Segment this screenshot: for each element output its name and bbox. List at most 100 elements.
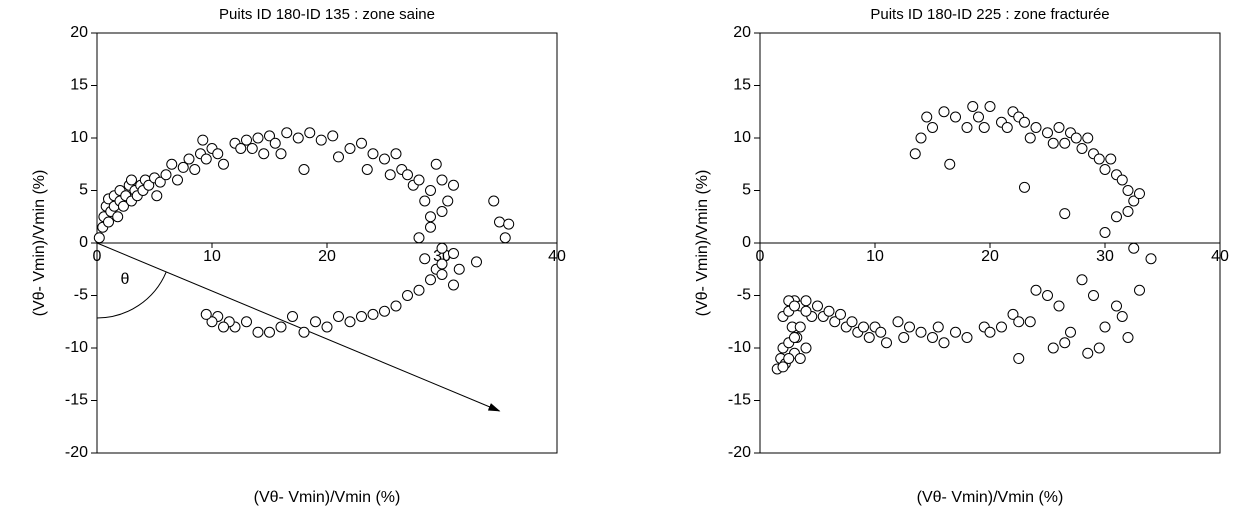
- data-point: [1047, 342, 1059, 354]
- data-point: [287, 311, 298, 322]
- data-point: [1099, 164, 1111, 175]
- data-point: [800, 305, 812, 317]
- data-point: [436, 206, 448, 217]
- data-point: [143, 179, 155, 191]
- x-tick-label: 0: [756, 248, 765, 265]
- data-point: [448, 248, 459, 259]
- data-point: [863, 332, 875, 343]
- data-point: [448, 279, 459, 291]
- data-point: [235, 143, 247, 154]
- data-point: [442, 195, 454, 207]
- data-point: [892, 316, 904, 328]
- data-point: [1001, 122, 1013, 133]
- data-point: [1128, 242, 1140, 254]
- data-point: [419, 195, 431, 207]
- x-tick-label: 20: [981, 248, 999, 265]
- data-point: [1099, 227, 1111, 238]
- data-point: [264, 130, 275, 142]
- data-point: [436, 174, 448, 186]
- data-point: [1007, 308, 1019, 320]
- data-point: [177, 161, 189, 173]
- data-point: [1042, 127, 1053, 139]
- data-point: [315, 134, 327, 146]
- data-point: [151, 190, 163, 202]
- data-point: [281, 127, 293, 139]
- data-point: [1134, 188, 1145, 200]
- data-point: [367, 308, 379, 320]
- data-point: [241, 316, 252, 328]
- chart-panel: Puits ID 180-ID 135 : zone saine (Vθ- Vmi…: [31, 6, 566, 506]
- x-tick-label: 10: [203, 248, 221, 265]
- data-point: [264, 326, 275, 338]
- data-point: [932, 321, 944, 333]
- data-point: [823, 305, 835, 317]
- data-point: [783, 353, 795, 364]
- data-point: [800, 295, 812, 307]
- data-point: [112, 211, 124, 223]
- data-point: [973, 111, 984, 123]
- data-point: [413, 174, 425, 186]
- data-point: [402, 290, 413, 301]
- data-point: [269, 137, 281, 149]
- data-point: [794, 353, 806, 364]
- data-point: [1053, 300, 1065, 312]
- data-point: [1082, 132, 1094, 144]
- data-point: [1093, 153, 1105, 165]
- data-point: [921, 111, 933, 123]
- data-point: [984, 101, 996, 112]
- data-point: [344, 143, 356, 154]
- data-point: [344, 316, 356, 328]
- data-point: [1116, 311, 1128, 322]
- data-point: [333, 151, 344, 163]
- data-point: [356, 311, 367, 322]
- y-tick-label: 10: [70, 129, 88, 146]
- data-point: [1093, 342, 1105, 354]
- y-tick-label: 0: [742, 234, 751, 251]
- data-point: [1122, 332, 1134, 343]
- data-point: [996, 321, 1007, 333]
- data-point: [425, 274, 436, 286]
- data-point: [789, 332, 800, 343]
- data-point: [1047, 137, 1059, 149]
- data-point: [1059, 208, 1071, 220]
- data-point: [1128, 195, 1140, 207]
- data-point: [800, 342, 812, 354]
- data-point: [1030, 122, 1042, 133]
- data-point: [835, 308, 846, 320]
- data-point: [304, 127, 316, 139]
- data-point: [950, 111, 961, 123]
- data-point: [218, 321, 229, 333]
- x-axis-label: (Vθ- Vmin)/Vmin (%): [917, 489, 1064, 506]
- data-point: [1076, 274, 1088, 286]
- y-tick-label: -5: [737, 287, 751, 304]
- data-point: [1065, 326, 1076, 338]
- data-point: [430, 158, 442, 170]
- y-tick-label: 5: [79, 182, 88, 199]
- data-point: [1122, 185, 1134, 196]
- direction-arrow: [96, 242, 501, 412]
- x-tick-label: 40: [1211, 248, 1229, 265]
- data-point: [436, 269, 448, 280]
- data-point: [413, 284, 425, 296]
- data-point: [1145, 253, 1157, 265]
- data-point: [1111, 211, 1122, 223]
- data-point: [1013, 353, 1025, 364]
- data-point: [927, 332, 938, 343]
- y-tick-label: -20: [728, 444, 751, 461]
- x-tick-label: 20: [318, 248, 336, 265]
- data-point: [425, 221, 436, 233]
- data-point: [915, 326, 927, 338]
- data-point: [93, 232, 105, 244]
- y-tick-label: 0: [79, 234, 88, 251]
- data-point: [384, 169, 396, 181]
- y-tick-label: 10: [733, 129, 751, 146]
- data-point: [927, 122, 938, 133]
- data-point: [1059, 337, 1071, 349]
- data-point: [984, 326, 996, 338]
- data-point: [367, 148, 379, 160]
- chart-title: Puits ID 180-ID 135 : zone saine: [219, 6, 435, 23]
- data-point: [1088, 290, 1099, 301]
- data-point: [206, 316, 218, 328]
- x-tick-label: 30: [1096, 248, 1114, 265]
